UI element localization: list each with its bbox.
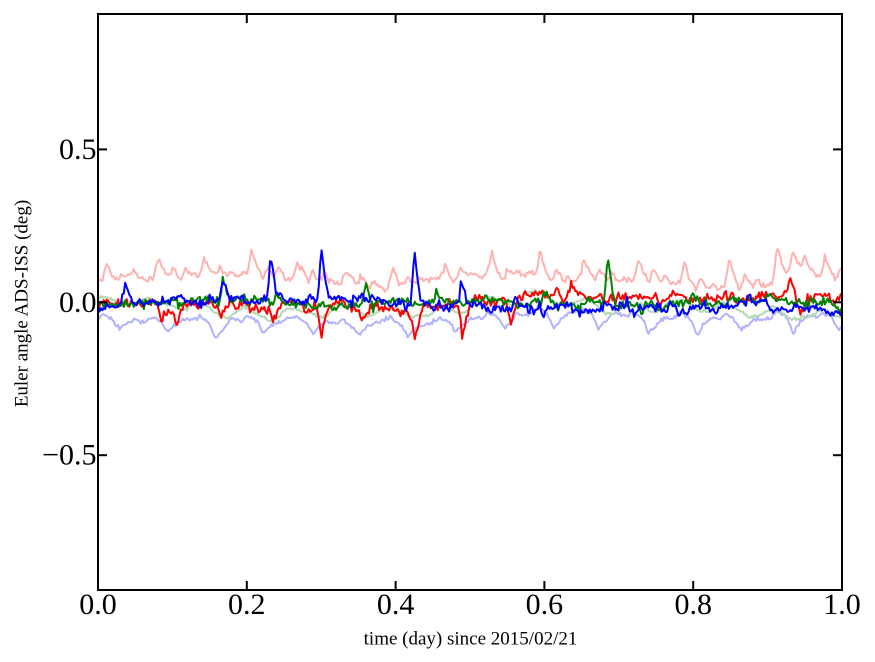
svg-text:time (day) since 2015/02/21: time (day) since 2015/02/21 xyxy=(364,629,578,650)
svg-text:−0.5: −0.5 xyxy=(42,439,96,472)
svg-text:0.0: 0.0 xyxy=(79,588,117,621)
svg-text:0.0: 0.0 xyxy=(59,286,97,319)
svg-text:Euler angle ADS-ISS (deg): Euler angle ADS-ISS (deg) xyxy=(12,200,33,407)
svg-text:0.5: 0.5 xyxy=(59,133,97,166)
svg-text:0.8: 0.8 xyxy=(674,588,712,621)
svg-text:0.2: 0.2 xyxy=(228,588,266,621)
svg-text:0.6: 0.6 xyxy=(526,588,564,621)
svg-text:0.4: 0.4 xyxy=(377,588,415,621)
svg-text:1.0: 1.0 xyxy=(823,588,861,621)
